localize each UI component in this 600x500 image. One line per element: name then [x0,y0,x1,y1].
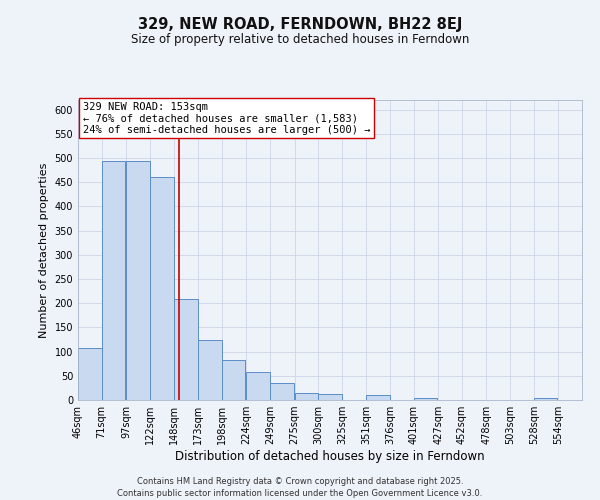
Bar [78,348,101,400]
Bar [270,382,293,400]
Bar [318,394,342,400]
Bar [413,398,437,400]
Text: 329, NEW ROAD, FERNDOWN, BH22 8EJ: 329, NEW ROAD, FERNDOWN, BH22 8EJ [138,18,462,32]
Bar [247,372,270,400]
Bar [222,360,245,400]
X-axis label: Distribution of detached houses by size in Ferndown: Distribution of detached houses by size … [175,450,485,463]
Bar [534,398,557,400]
Bar [126,162,150,400]
Bar [150,178,173,400]
Bar [367,395,390,400]
Bar [175,300,198,400]
Bar [295,392,318,400]
Text: Contains HM Land Registry data © Crown copyright and database right 2025.
Contai: Contains HM Land Registry data © Crown c… [118,476,482,498]
Y-axis label: Number of detached properties: Number of detached properties [39,162,49,338]
Text: 329 NEW ROAD: 153sqm
← 76% of detached houses are smaller (1,583)
24% of semi-de: 329 NEW ROAD: 153sqm ← 76% of detached h… [83,102,371,134]
Bar [198,340,222,400]
Bar [101,162,125,400]
Text: Size of property relative to detached houses in Ferndown: Size of property relative to detached ho… [131,32,469,46]
